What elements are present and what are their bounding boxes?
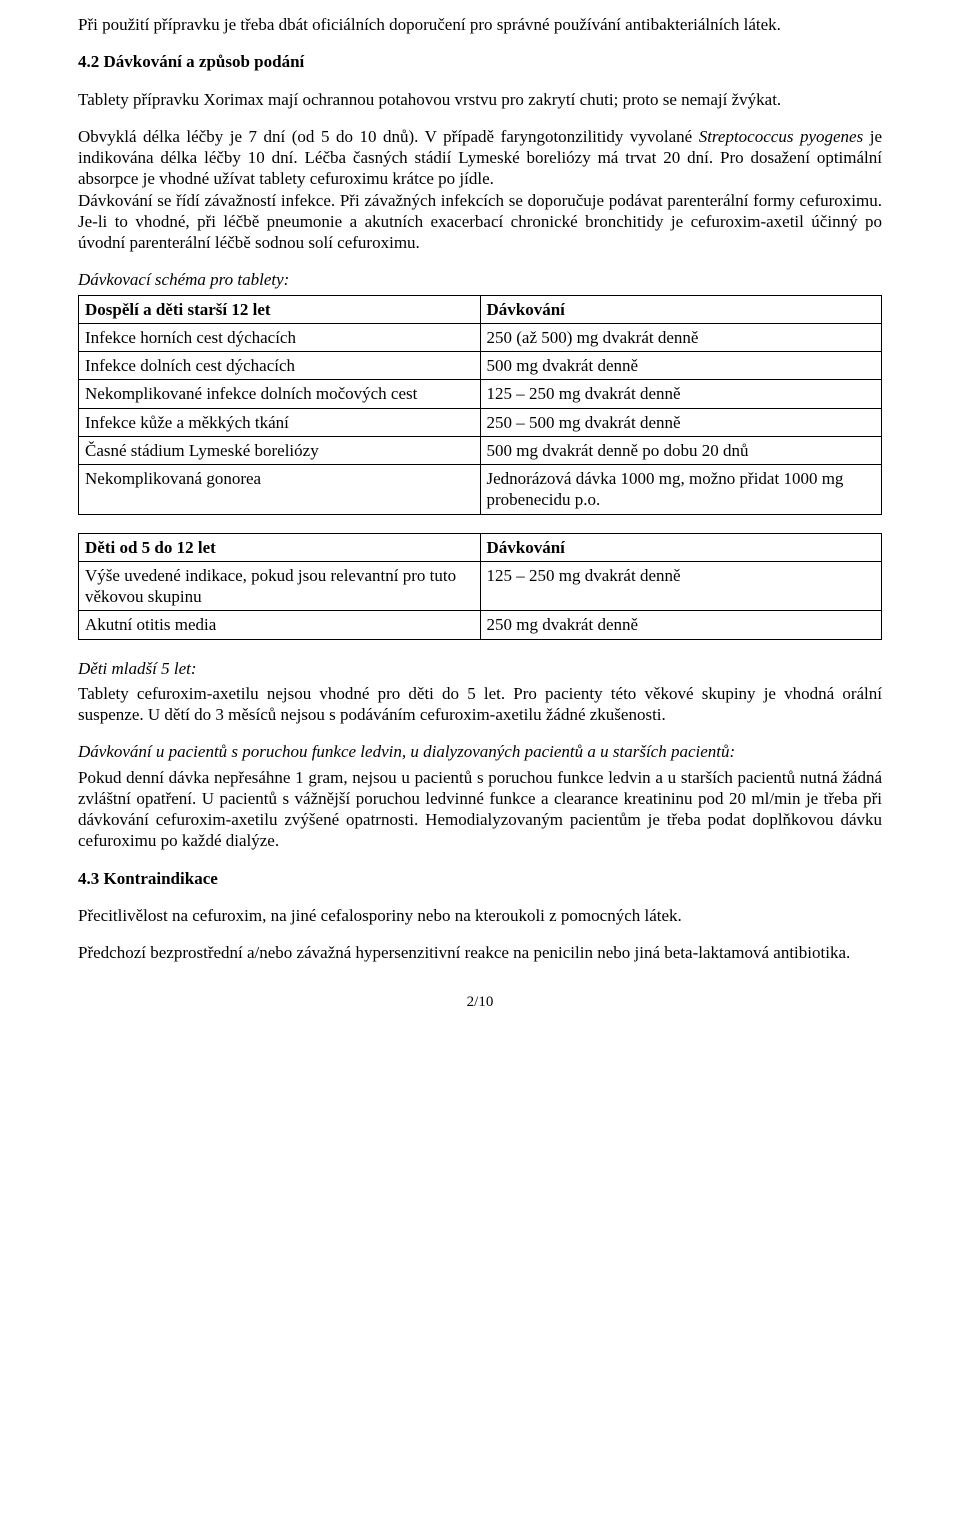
table-cell: Akutní otitis media: [79, 611, 481, 639]
table-header-dosage: Dávkování: [480, 533, 882, 561]
table-cell: 250 mg dvakrát denně: [480, 611, 882, 639]
table-cell: 125 – 250 mg dvakrát denně: [480, 380, 882, 408]
table-row: Infekce dolních cest dýchacích 500 mg dv…: [79, 352, 882, 380]
para-43a: Přecitlivělost na cefuroxim, na jiné cef…: [78, 905, 882, 926]
table-row: Infekce horních cest dýchacích 250 (až 5…: [79, 323, 882, 351]
para-42b: Obvyklá délka léčby je 7 dní (od 5 do 10…: [78, 126, 882, 190]
section-42-title: 4.2 Dávkování a způsob podání: [78, 51, 882, 72]
table-cell: 250 (až 500) mg dvakrát denně: [480, 323, 882, 351]
renal-label: Dávkování u pacientů s poruchou funkce l…: [78, 741, 882, 762]
table-cell: Nekomplikované infekce dolních močových …: [79, 380, 481, 408]
section-43-title: 4.3 Kontraindikace: [78, 868, 882, 889]
table-cell: Infekce kůže a měkkých tkání: [79, 408, 481, 436]
table-header-group: Děti od 5 do 12 let: [79, 533, 481, 561]
renal-text: Pokud denní dávka nepřesáhne 1 gram, nej…: [78, 767, 882, 852]
scheme-label: Dávkovací schéma pro tablety:: [78, 269, 882, 290]
table-cell: Infekce dolních cest dýchacích: [79, 352, 481, 380]
table-header-group: Dospělí a děti starší 12 let: [79, 295, 481, 323]
table-row: Infekce kůže a měkkých tkání 250 – 500 m…: [79, 408, 882, 436]
para-42a: Tablety přípravku Xorimax mají ochrannou…: [78, 89, 882, 110]
table-header-dosage: Dávkování: [480, 295, 882, 323]
table-cell: Časné stádium Lymeské boreliózy: [79, 436, 481, 464]
children-under5-label: Děti mladší 5 let:: [78, 658, 882, 679]
table-cell: Jednorázová dávka 1000 mg, možno přidat …: [480, 465, 882, 515]
table-row: Dospělí a děti starší 12 let Dávkování: [79, 295, 882, 323]
page-number: 2/10: [78, 993, 882, 1012]
table-cell: 500 mg dvakrát denně: [480, 352, 882, 380]
table-row: Děti od 5 do 12 let Dávkování: [79, 533, 882, 561]
table-row: Akutní otitis media 250 mg dvakrát denně: [79, 611, 882, 639]
table-cell: Výše uvedené indikace, pokud jsou releva…: [79, 561, 481, 611]
table-cell: Infekce horních cest dýchacích: [79, 323, 481, 351]
table-cell: Nekomplikovaná gonorea: [79, 465, 481, 515]
para-42b-italic: Streptococcus pyogenes: [699, 127, 864, 146]
intro-paragraph: Při použití přípravku je třeba dbát ofic…: [78, 14, 882, 35]
dosage-table-children: Děti od 5 do 12 let Dávkování Výše uvede…: [78, 533, 882, 640]
table-row: Časné stádium Lymeské boreliózy 500 mg d…: [79, 436, 882, 464]
para-42b-prefix: Obvyklá délka léčby je 7 dní (od 5 do 10…: [78, 127, 699, 146]
table-cell: 500 mg dvakrát denně po dobu 20 dnů: [480, 436, 882, 464]
para-43b: Předchozí bezprostřední a/nebo závažná h…: [78, 942, 882, 963]
table-row: Nekomplikovaná gonorea Jednorázová dávka…: [79, 465, 882, 515]
table-cell: 250 – 500 mg dvakrát denně: [480, 408, 882, 436]
table-cell: 125 – 250 mg dvakrát denně: [480, 561, 882, 611]
para-42c: Dávkování se řídí závažností infekce. Př…: [78, 190, 882, 254]
table-row: Nekomplikované infekce dolních močových …: [79, 380, 882, 408]
dosage-table-adults: Dospělí a děti starší 12 let Dávkování I…: [78, 295, 882, 515]
children-under5-text: Tablety cefuroxim-axetilu nejsou vhodné …: [78, 683, 882, 726]
table-row: Výše uvedené indikace, pokud jsou releva…: [79, 561, 882, 611]
